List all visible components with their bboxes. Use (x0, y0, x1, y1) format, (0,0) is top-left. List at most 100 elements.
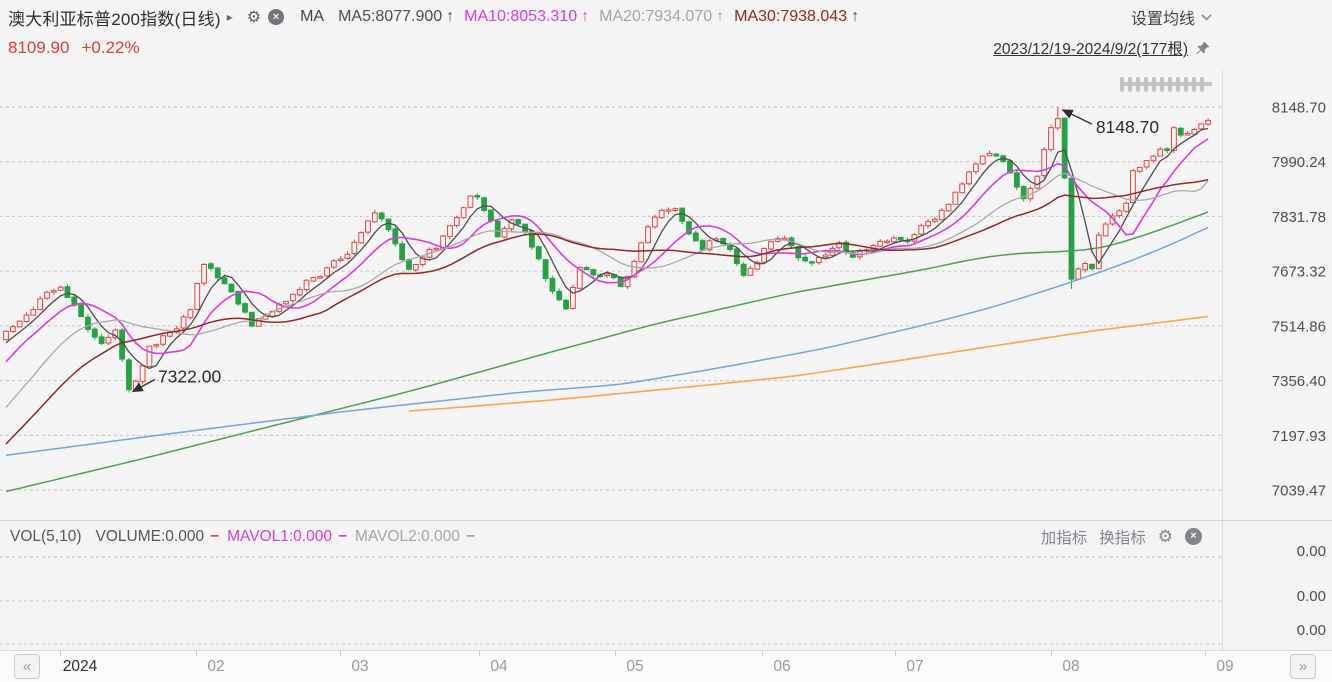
candle-up (187, 309, 194, 319)
candle-up (576, 266, 583, 289)
candle-up (330, 260, 337, 268)
candle-up (44, 291, 50, 299)
candle-down (228, 283, 235, 293)
candle-up (344, 253, 351, 260)
candle-down (542, 259, 549, 280)
chart-plot-area[interactable] (0, 70, 1222, 520)
candle-up (433, 247, 440, 251)
month-label: 07 (906, 658, 924, 675)
candle-up (891, 237, 897, 243)
month-label: 2024 (62, 658, 98, 675)
candlestick-chart[interactable]: 8148.70 7990.24 7831.78 7673.32 7514.86 7356.… (0, 70, 1332, 682)
candle-up (638, 242, 645, 263)
candle-down (399, 243, 406, 261)
candle-up (37, 298, 44, 311)
candle-up (412, 263, 419, 271)
gear-icon[interactable]: ⚙ (1157, 526, 1173, 546)
scroll-right-button[interactable]: » (1290, 654, 1316, 679)
add-indicator-button[interactable]: 加指标 (1040, 529, 1088, 547)
candle-up (289, 293, 296, 302)
candle-up (706, 240, 713, 251)
y-axis-label: 7831.78 (1272, 209, 1326, 226)
candle-up (419, 256, 426, 266)
candle-up (9, 326, 16, 332)
candle-down (481, 197, 488, 211)
ma-line-MA120 (5, 226, 1209, 457)
candle-down (1089, 263, 1095, 270)
candle-up (371, 212, 378, 223)
symbol-title[interactable]: 澳大利亚标普200指数(日线) (8, 9, 221, 29)
ma10-value: MA10:8053.310 ↑ (464, 8, 590, 25)
candle-up (1102, 223, 1109, 237)
up-arrow-icon: ↑ (716, 8, 725, 25)
candle-up (50, 290, 57, 293)
candle-up (194, 283, 201, 310)
candle-down (242, 303, 248, 313)
caret-right-icon[interactable]: ▸ (226, 10, 233, 24)
candle-down (91, 328, 98, 338)
month-label: 06 (773, 658, 791, 675)
flat-dash-icon: − (210, 527, 220, 545)
candle-up (945, 203, 952, 212)
ma20-value: MA20:7934.070 ↑ (599, 8, 725, 25)
switch-indicator-button[interactable]: 换指标 (1099, 529, 1146, 547)
y-axis-label: 7673.32 (1272, 264, 1326, 281)
set-ma-button[interactable]: 设置均线 (1130, 11, 1195, 28)
month-tick (340, 651, 341, 656)
candle-up (337, 258, 344, 262)
pin-icon[interactable] (1194, 40, 1211, 57)
y-axis-label: 7990.24 (1272, 154, 1326, 171)
candle-up (467, 195, 474, 208)
date-range-link[interactable]: 2023/12/19-2024/9/2(177根) (993, 41, 1188, 58)
price-row: 8109.90 +0.22% 2023/12/19-2024/9/2(177根) (0, 33, 1332, 63)
vol-caption: VOL(5,10) (10, 527, 82, 545)
close-icon[interactable]: × (1185, 528, 1202, 545)
price-change: +0.22% (81, 38, 140, 57)
candle-up (16, 320, 23, 328)
candle-up (1150, 155, 1157, 162)
candle-up (986, 152, 993, 157)
low-annotation-label: 7322.00 (158, 366, 222, 386)
scroll-left-button[interactable]: « (14, 654, 40, 679)
candle-up (1171, 127, 1177, 151)
candle-up (665, 209, 672, 212)
pane-resize-handle[interactable] (1120, 77, 1212, 92)
month-label: 08 (1062, 658, 1080, 675)
ma-caption: MA (300, 8, 325, 25)
candle-up (952, 191, 959, 205)
month-tick (479, 651, 480, 656)
candle-up (460, 207, 467, 219)
candle-up (959, 183, 966, 194)
month-label: 05 (626, 658, 644, 675)
candle-down (126, 359, 132, 391)
month-tick (615, 651, 616, 656)
gear-icon[interactable]: ⚙ (246, 9, 262, 26)
candle-up (105, 336, 112, 344)
last-price: 8109.90 (8, 38, 70, 57)
candle-up (877, 240, 884, 247)
candle-down (993, 153, 1000, 157)
candle-up (569, 287, 576, 309)
candle-up (822, 254, 829, 258)
candle-down (535, 246, 542, 260)
candle-up (310, 277, 317, 282)
candle-up (1034, 175, 1041, 189)
volume-y-label: 0.00 (1297, 588, 1326, 605)
candle-down (235, 290, 242, 305)
low-annotation-arrow (131, 378, 156, 393)
close-icon[interactable]: × (268, 9, 285, 25)
chevron-down-icon (1201, 13, 1212, 21)
candle-up (658, 209, 665, 219)
month-tick (60, 651, 61, 656)
candle-down (78, 304, 85, 318)
time-axis: « » 2024 02 03 04 05 06 07 08 09 (0, 650, 1332, 682)
up-arrow-icon: ↑ (851, 8, 860, 25)
high-annotation-arrow (1061, 109, 1093, 125)
candle-down (392, 228, 399, 245)
candle-up (1136, 167, 1143, 172)
volume-y-label: 0.00 (1297, 622, 1326, 639)
candle-up (296, 289, 303, 296)
candle-down (378, 212, 385, 220)
y-axis-label: 7197.93 (1272, 428, 1326, 445)
candle-down (1020, 186, 1027, 200)
